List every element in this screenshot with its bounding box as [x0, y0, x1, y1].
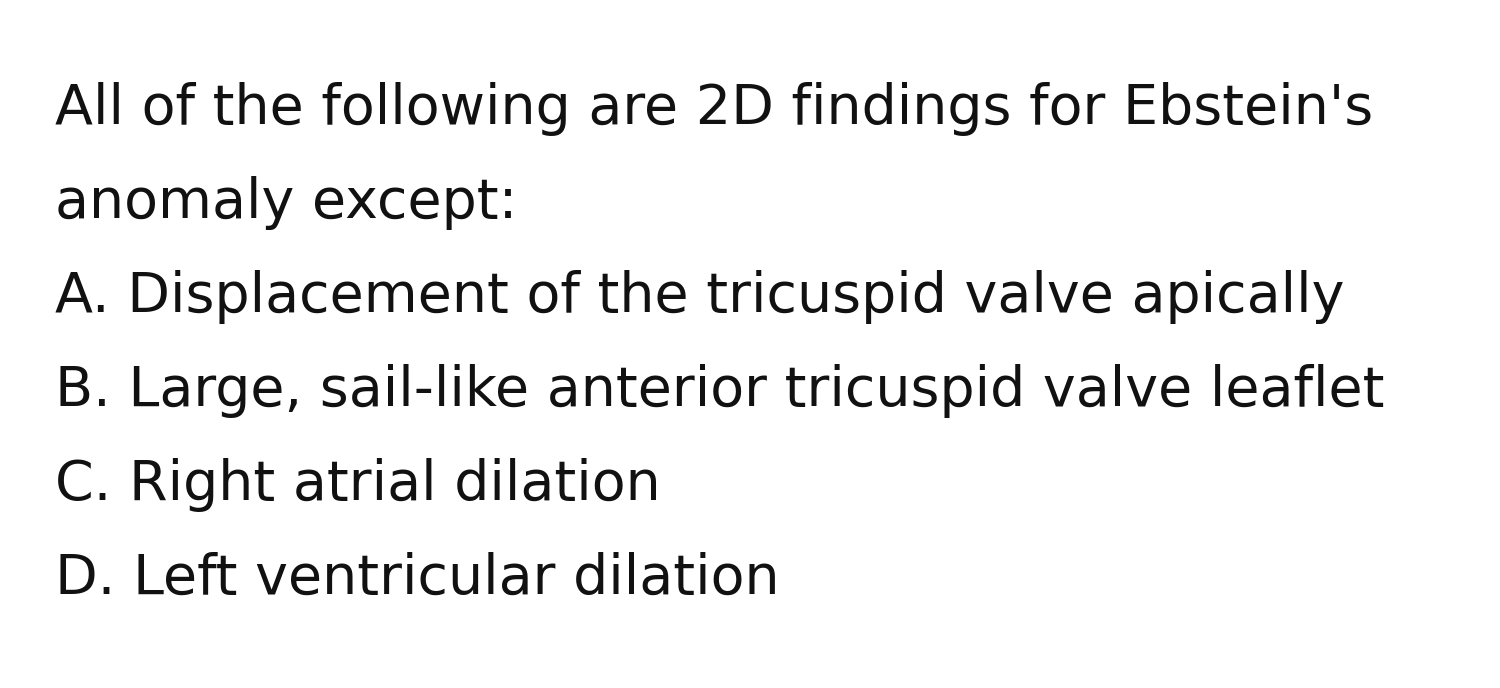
- Text: D. Left ventricular dilation: D. Left ventricular dilation: [56, 552, 780, 606]
- Text: A. Displacement of the tricuspid valve apically: A. Displacement of the tricuspid valve a…: [56, 270, 1344, 324]
- Text: All of the following are 2D findings for Ebstein's: All of the following are 2D findings for…: [56, 82, 1374, 136]
- Text: B. Large, sail-like anterior tricuspid valve leaflet: B. Large, sail-like anterior tricuspid v…: [56, 364, 1384, 418]
- Text: anomaly except:: anomaly except:: [56, 176, 518, 230]
- Text: C. Right atrial dilation: C. Right atrial dilation: [56, 458, 660, 512]
